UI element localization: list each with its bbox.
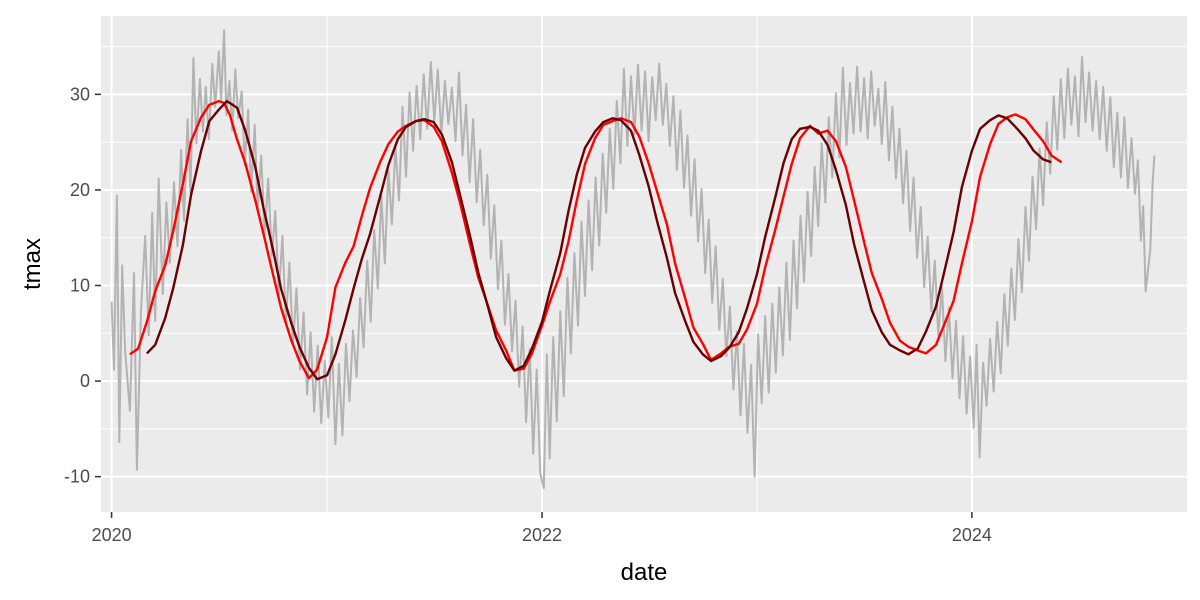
x-tick-label: 2022 (522, 525, 562, 545)
series-line-mean_30 (129, 99, 1063, 380)
x-tick-label: 2024 (952, 525, 992, 545)
y-tick-label: 10 (70, 276, 90, 296)
y-tick-label: 30 (70, 84, 90, 104)
x-axis: 2020 2022 2024 (92, 512, 992, 545)
series-layer (110, 29, 1156, 490)
series-line-mean_60 (146, 99, 1052, 381)
x-axis-title: date (621, 559, 668, 586)
y-axis-title: tmax (19, 238, 46, 290)
x-tick-label: 2020 (92, 525, 132, 545)
y-tick-label: -10 (64, 467, 90, 487)
y-tick-label: 20 (70, 180, 90, 200)
major-gridlines (101, 16, 1188, 512)
series-line-daily (110, 29, 1156, 490)
y-tick-label: 0 (80, 371, 90, 391)
y-axis: -10 0 10 20 30 (64, 84, 101, 487)
